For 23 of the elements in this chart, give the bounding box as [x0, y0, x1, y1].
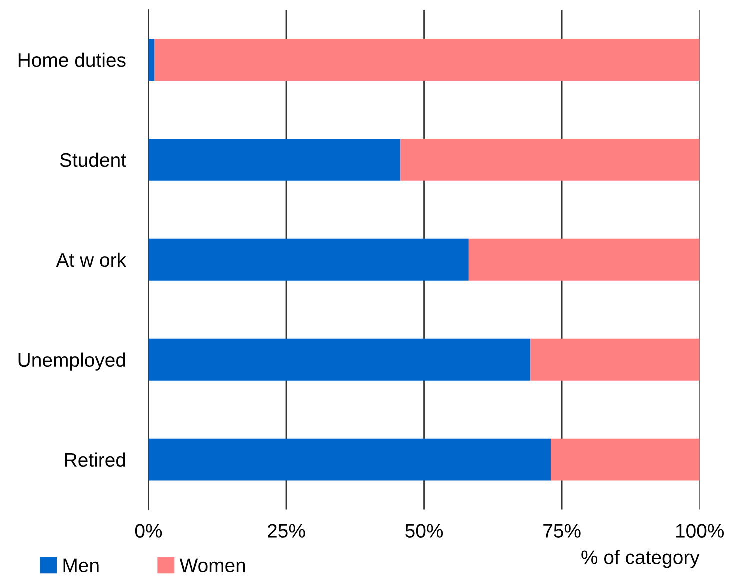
bar: [148, 438, 552, 481]
y-tick-label: Retired: [65, 452, 126, 468]
bar: [148, 38, 155, 81]
bar: [400, 138, 700, 181]
bar: [468, 238, 700, 281]
y-tick-label: At w ork: [56, 252, 127, 268]
legend-label: Women: [180, 558, 246, 572]
x-tick-label: 0%: [135, 524, 162, 538]
bar: [530, 338, 700, 381]
bar: [148, 338, 531, 381]
x-tick-label: 75%: [544, 524, 581, 538]
y-tick-label: Unemployed: [18, 352, 126, 371]
x-axis-title: % of category: [582, 550, 700, 568]
x-tick-label: 25%: [268, 524, 306, 538]
y-tick-label: Student: [60, 152, 126, 168]
bar: [551, 438, 700, 481]
legend-label: Men: [64, 558, 99, 572]
bar: [154, 38, 700, 81]
x-tick-label: 100%: [676, 524, 724, 538]
y-tick-label: Home duties: [18, 52, 126, 68]
bar: [148, 238, 469, 281]
x-tick-label: 50%: [406, 524, 444, 538]
bar: [148, 138, 401, 181]
